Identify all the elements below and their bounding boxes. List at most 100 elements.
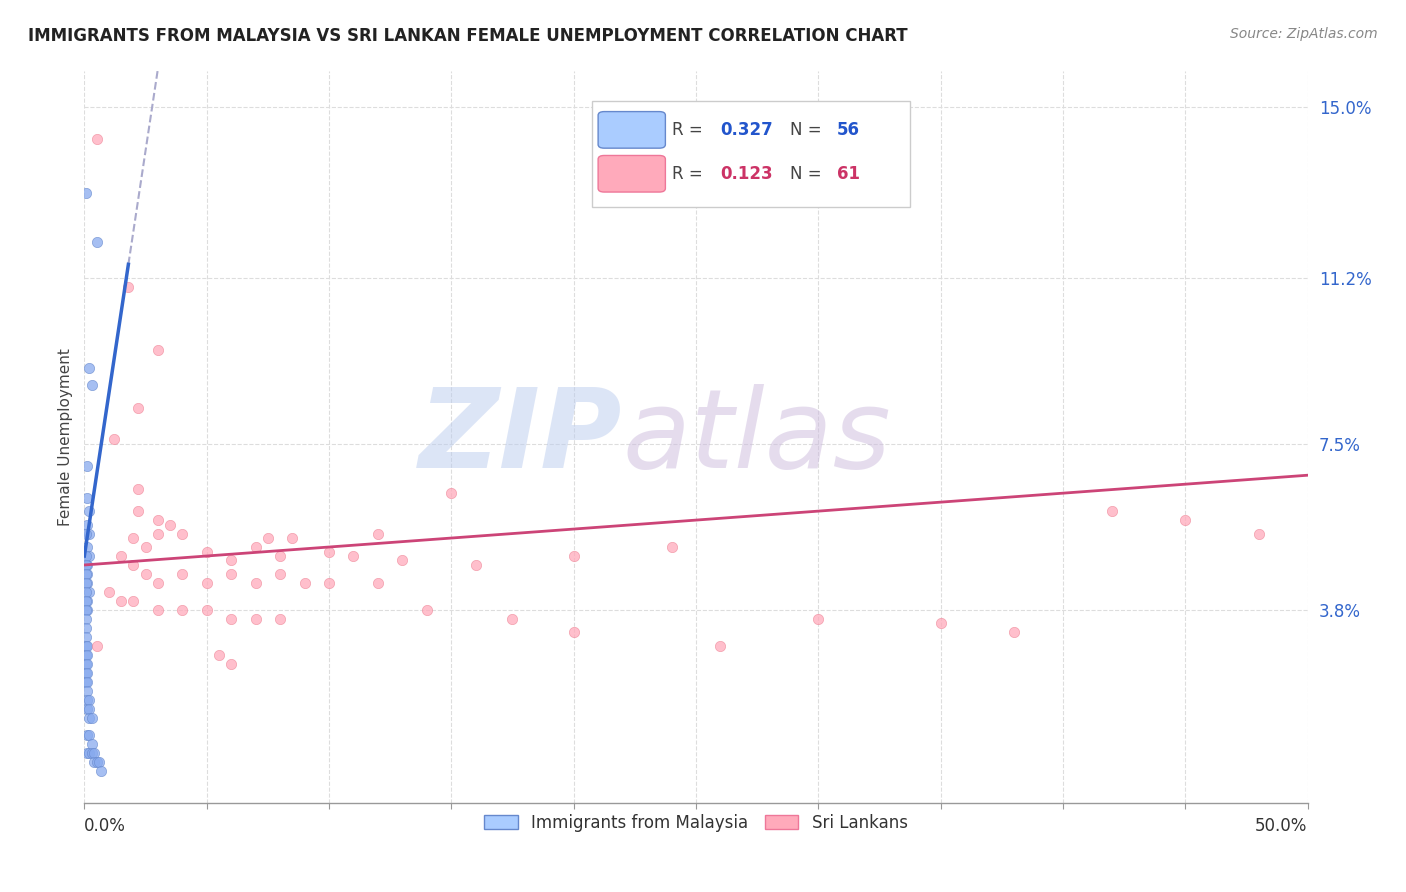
Point [77,710,100,724]
Point [929,616,952,631]
Point [110,549,132,563]
Point [122,531,145,545]
Point [77,701,100,715]
Point [75,566,97,581]
Point [77,504,100,518]
Point [117,279,139,293]
Point [709,639,731,653]
Point [146,603,169,617]
Point [76,683,98,698]
Point [172,603,194,617]
Y-axis label: Female Unemployment: Female Unemployment [58,348,73,526]
Point [122,594,145,608]
Point [269,612,291,626]
Point [135,540,157,554]
Point [76,648,98,662]
Point [367,575,389,590]
Point [76,692,98,706]
Text: 0.0%: 0.0% [84,817,127,836]
Point [367,526,389,541]
Point [146,526,169,541]
Point [76,603,98,617]
Point [75,575,97,590]
Point [76,665,98,680]
Point [1247,526,1270,541]
Point [342,549,364,563]
Point [75,526,97,541]
Point [77,526,100,541]
Point [146,343,169,357]
Point [219,612,242,626]
Point [76,729,98,743]
Point [172,526,194,541]
Point [562,549,585,563]
Point [269,566,291,581]
Point [219,566,242,581]
Text: IMMIGRANTS FROM MALAYSIA VS SRI LANKAN FEMALE UNEMPLOYMENT CORRELATION CHART: IMMIGRANTS FROM MALAYSIA VS SRI LANKAN F… [28,27,908,45]
FancyBboxPatch shape [598,112,665,148]
Point [80,710,103,724]
Point [97,585,120,599]
Point [1101,504,1123,518]
Point [281,531,304,545]
Point [86,131,108,145]
Point [80,738,103,752]
Point [77,729,100,743]
Point [245,540,267,554]
Point [127,401,149,415]
Point [75,621,97,635]
Point [195,575,218,590]
Point [76,459,98,474]
Point [562,625,585,640]
Text: R =: R = [672,121,707,139]
Point [127,504,149,518]
Point [502,612,524,626]
Point [464,558,486,572]
Point [75,585,97,599]
Point [75,648,97,662]
Point [76,639,98,653]
Point [208,648,231,662]
Point [661,540,683,554]
Point [83,756,105,770]
Point [75,674,97,689]
Point [75,612,97,626]
Point [1174,513,1197,527]
Point [257,531,280,545]
Point [86,756,108,770]
Point [195,603,218,617]
Point [135,566,157,581]
Point [86,639,108,653]
Point [807,612,830,626]
FancyBboxPatch shape [592,101,910,207]
Point [294,575,316,590]
Point [80,747,103,761]
Point [75,558,97,572]
Point [219,657,242,671]
Point [77,549,100,563]
Point [245,575,267,590]
Point [75,186,97,200]
Point [76,558,98,572]
Point [75,665,97,680]
Text: Source: ZipAtlas.com: Source: ZipAtlas.com [1230,27,1378,41]
Point [122,558,145,572]
Point [87,756,110,770]
Text: 61: 61 [837,165,859,183]
Point [75,549,97,563]
Point [75,603,97,617]
Legend: Immigrants from Malaysia, Sri Lankans: Immigrants from Malaysia, Sri Lankans [478,807,914,838]
Point [76,491,98,505]
Point [77,360,100,375]
Point [219,553,242,567]
Point [76,575,98,590]
Text: R =: R = [672,165,707,183]
Text: ZIP: ZIP [419,384,623,491]
Point [416,603,439,617]
Text: 0.123: 0.123 [720,165,773,183]
Point [77,747,100,761]
Text: N =: N = [790,121,827,139]
Point [440,486,463,500]
Text: 0.327: 0.327 [720,121,773,139]
Point [75,594,97,608]
